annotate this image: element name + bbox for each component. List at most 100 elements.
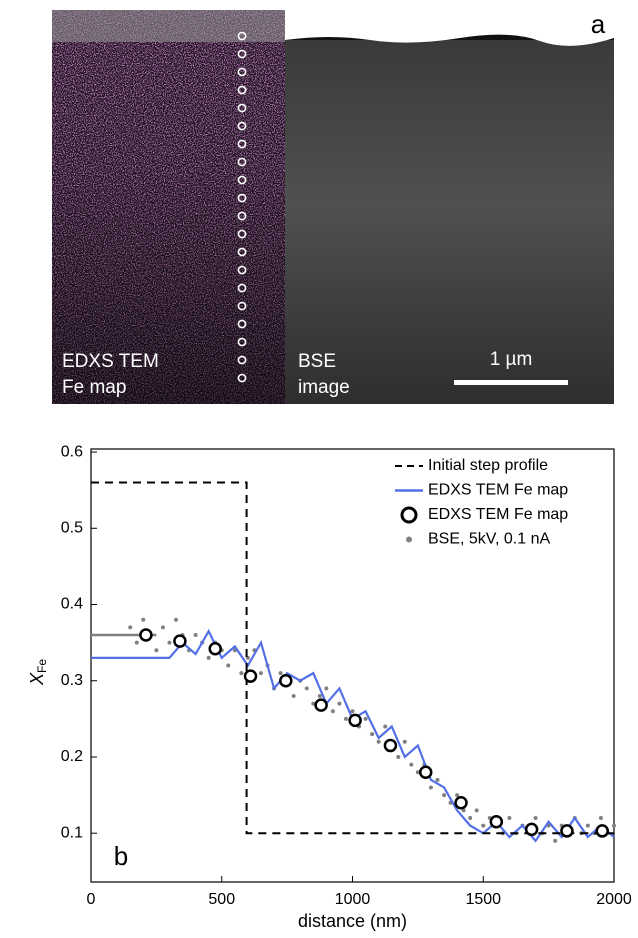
bse-point (468, 815, 473, 820)
bse-point (435, 777, 440, 782)
profile-point (279, 673, 293, 688)
bse-image (285, 40, 614, 404)
profile-point (595, 824, 609, 838)
sample-point (237, 247, 247, 257)
sample-point (237, 373, 247, 383)
profile-point (314, 698, 328, 712)
bse-point (311, 701, 316, 706)
profile-point (560, 824, 574, 838)
sample-point (237, 31, 247, 41)
x-axis-label: distance (nm) (298, 911, 407, 931)
x-tick-label: 0 (87, 891, 96, 908)
image-panel: a EDXS TEM Fe map BSE image 1 µm (52, 9, 614, 404)
sample-point (237, 67, 247, 77)
bse-point (337, 701, 342, 706)
sample-point (237, 157, 247, 167)
caption: Fe map (62, 377, 126, 398)
bse-point (553, 838, 558, 843)
bse-point (442, 793, 447, 798)
bse-point (239, 671, 244, 676)
x-tick-label: 1500 (465, 891, 501, 908)
y-tick-label: 0.3 (61, 672, 83, 689)
sample-point (237, 229, 247, 239)
profile-point (454, 795, 468, 810)
sample-point (237, 211, 247, 221)
bse-point (128, 625, 133, 630)
profile-point (243, 669, 258, 683)
x-tick-label: 1000 (335, 891, 371, 908)
edxs-surface (52, 10, 285, 42)
caption: BSE (298, 351, 336, 372)
y-tick-label: 0.5 (61, 520, 83, 537)
bse-point (409, 762, 414, 767)
sample-point (237, 319, 247, 329)
y-tick-label: 0.6 (61, 443, 83, 460)
caption: EDXS TEM (62, 351, 159, 372)
y-tick-label: 0.1 (61, 824, 83, 841)
profile-point (489, 815, 504, 829)
bse-point (141, 617, 146, 622)
sample-point (237, 337, 247, 347)
bse-point (350, 709, 355, 714)
bse-point (481, 823, 486, 828)
legend-symbol (406, 536, 412, 543)
profile-line (91, 628, 615, 843)
legend-label: BSE, 5kV, 0.1 nA (428, 531, 550, 548)
profile-point (383, 738, 398, 753)
bse-point (317, 693, 322, 698)
bse-point (396, 754, 401, 759)
sample-point (237, 139, 247, 149)
panel-label: b (114, 841, 128, 871)
bse-point (383, 724, 388, 729)
legend-symbol (400, 506, 418, 524)
profile-point (418, 765, 433, 779)
bse-point (134, 640, 139, 645)
profile-point (524, 822, 539, 837)
sample-point (237, 175, 247, 185)
sample-point (237, 103, 247, 113)
bse-point (226, 663, 231, 668)
y-tick-label: 0.2 (61, 748, 83, 765)
bse-point (533, 815, 538, 820)
y-axis-label: XFe (27, 659, 49, 686)
sample-point (237, 49, 247, 59)
sample-point (237, 301, 247, 311)
bse-point (461, 808, 466, 813)
bse-point (173, 617, 178, 622)
bse-point (507, 815, 512, 820)
bse-point (343, 716, 348, 721)
sample-point (237, 283, 247, 293)
sample-point (237, 355, 247, 365)
profile-point (139, 628, 153, 642)
bse-point (363, 716, 368, 721)
bse-point (376, 739, 381, 744)
bse-point (160, 625, 165, 630)
sample-point (237, 265, 247, 275)
y-axis-label-main: X (27, 672, 47, 686)
edxs-fade (52, 10, 285, 404)
legend-label: EDXS TEM Fe map (428, 506, 568, 523)
x-tick-label: 2000 (596, 891, 632, 908)
step-profile (91, 481, 614, 835)
bse-point (330, 709, 335, 714)
profile-point (208, 641, 222, 656)
sample-point (237, 121, 247, 131)
bse-point (474, 808, 479, 813)
profile-point (173, 634, 187, 648)
sample-points (237, 31, 247, 383)
sample-point (237, 193, 247, 203)
y-axis-label-sub: Fe (35, 659, 49, 673)
profile-point (348, 713, 362, 728)
scale-bar (454, 380, 568, 385)
bse-point (585, 823, 590, 828)
x-tick-label: 500 (208, 891, 235, 908)
bse-point (154, 648, 159, 653)
sample-point (237, 85, 247, 95)
chart: 0.1 0.2 0.3 0.4 0.5 0.6 0 500 1000 1500 2000 distan… (27, 443, 632, 930)
legend-label: EDXS TEM Fe map (428, 482, 568, 499)
bse-surface (285, 10, 614, 46)
scale-bar-label: 1 µm (490, 349, 533, 370)
bse-point (428, 785, 433, 790)
panel-label: a (591, 9, 606, 39)
